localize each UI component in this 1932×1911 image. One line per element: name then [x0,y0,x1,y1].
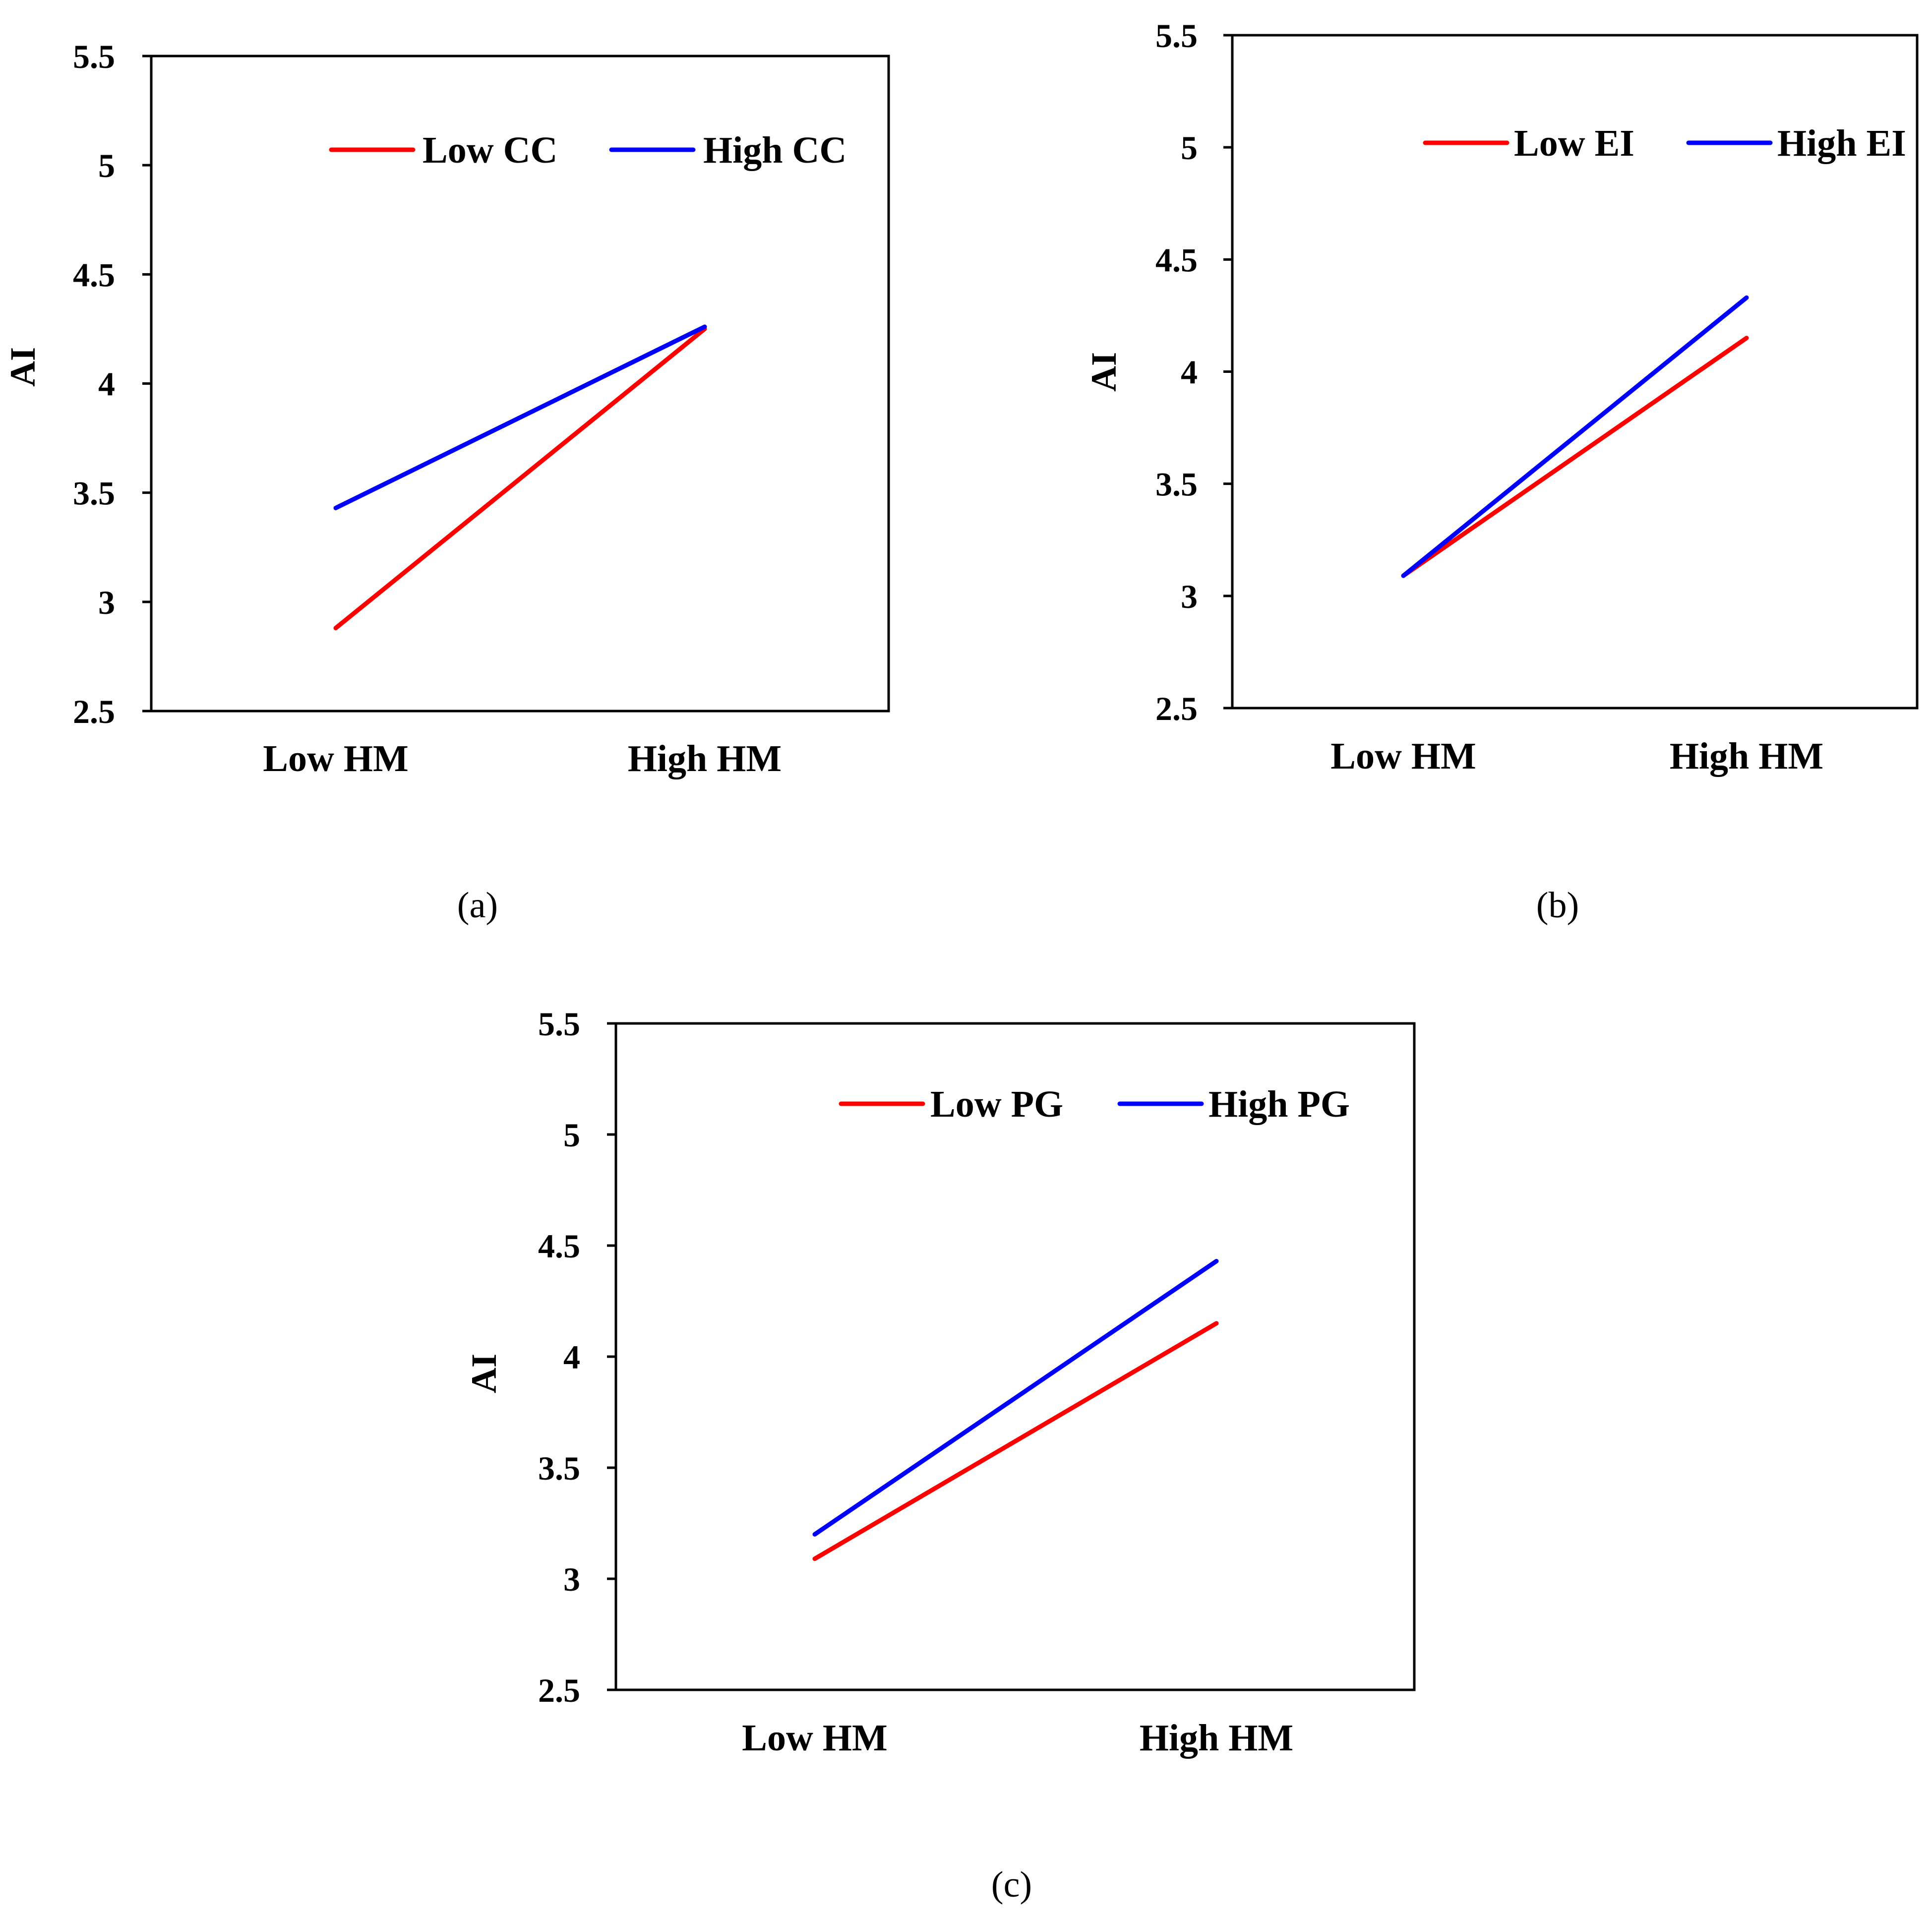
x-tick-label: Low HM [1330,735,1476,777]
y-axis-title: AI [464,1354,504,1393]
chart-panel-c: 2.5 3 3.5 4 4.5 5 5.5 AI Low HM High HM Low PG High… [464,1005,1416,1905]
legend-label: Low CC [423,129,557,171]
legend-label: High PG [1208,1083,1350,1125]
y-tick-label: 3.5 [538,1449,580,1487]
y-tick-label: 5.5 [1155,17,1198,55]
legend-label: Low EI [1514,122,1634,164]
y-tick-label: 2.5 [73,693,115,730]
y-tick-label: 4.5 [73,256,115,294]
y-axis-title: AI [1084,352,1124,392]
x-tick-label: High HM [628,738,782,779]
y-tick-label: 4.5 [538,1227,580,1265]
panel-caption: (b) [1536,885,1579,926]
y-tick-label: 3.5 [73,475,115,512]
y-tick-label: 5 [1181,129,1198,167]
y-tick-label: 3 [1181,578,1198,615]
series-line-high-cc [333,324,707,510]
panel-caption: (c) [991,1864,1032,1905]
x-tick-label: High HM [1140,1717,1293,1759]
y-tick-label: 5.5 [538,1005,580,1043]
legend-label: High EI [1777,122,1906,164]
legend: Low EI High EI [1423,122,1906,164]
legend-label: Low PG [930,1083,1063,1125]
series-line-low-ei [1401,336,1749,578]
chart-panel-a: 2.5 3 3.5 4 4.5 5 5.5 AI Low HM High HM Low CC High… [3,38,890,926]
y-tick-label: 4 [98,365,115,403]
y-axis-title: AI [3,347,43,387]
y-tick-label: 4.5 [1155,241,1198,279]
y-tick-label: 4 [563,1338,580,1376]
panel-caption: (a) [457,885,498,926]
legend-label: High CC [703,129,846,171]
legend: Low PG High PG [839,1083,1350,1125]
y-tick-label: 3 [563,1560,580,1598]
series-line-high-ei [1401,295,1749,578]
y-tick-label: 3.5 [1155,466,1198,503]
y-tick-label: 3 [98,584,115,621]
y-tick-label: 5.5 [73,38,115,75]
chart-panel-b: 2.5 3 3.5 4 4.5 5 5.5 AI Low HM High HM Low EI High… [1084,17,1919,926]
x-tick-label: Low HM [742,1717,887,1759]
y-tick-label: 2.5 [1155,690,1198,727]
series-line-low-pg [812,1321,1219,1561]
y-tick-label: 5 [563,1116,580,1154]
series-line-high-pg [812,1258,1219,1537]
y-tick-label: 5 [98,147,115,184]
y-tick-label: 2.5 [538,1672,580,1709]
series-line-low-cc [333,326,707,631]
x-tick-label: High HM [1670,735,1823,777]
y-tick-label: 4 [1181,354,1198,391]
legend: Low CC High CC [329,129,846,171]
x-tick-label: Low HM [263,738,408,779]
